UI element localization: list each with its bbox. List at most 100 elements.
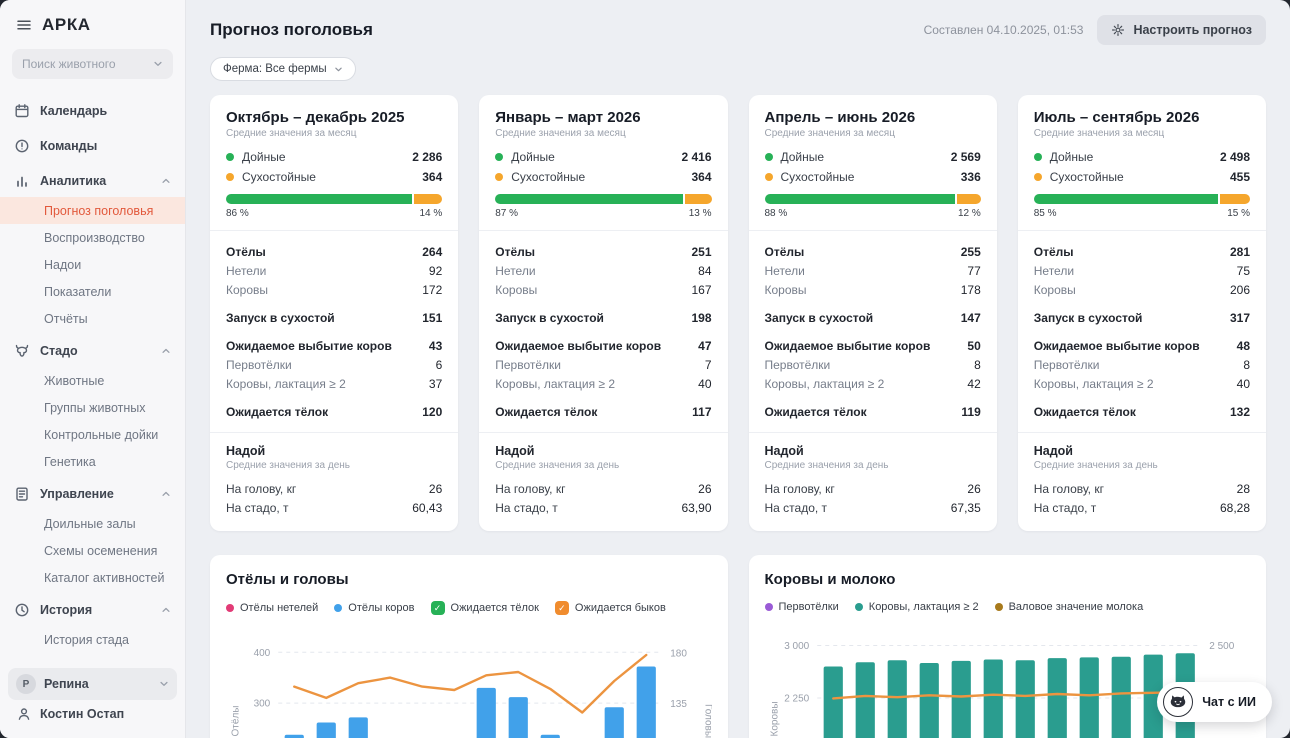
milking-dot-icon [1033,153,1042,161]
legend-item[interactable]: Валовое значение молока [994,601,1143,613]
dry-row: Сухостойные 364 [495,167,712,187]
stat-row: Запуск в сухостой 147 [764,310,981,325]
stat-row: Ожидается тёлок 117 [495,404,712,419]
sidebar-subitem-Животные[interactable]: Животные [44,373,105,388]
sidebar-subitem-Прогноз поголовья[interactable]: Прогноз поголовья [0,197,185,224]
dry-dot-icon [1033,173,1042,181]
charts-row: Отёлы и головы Отёлы нетелей Отёлы коров ✓… [210,555,1266,738]
chevron-down-icon [153,59,163,69]
chevron-down-icon [159,679,169,689]
divider [748,432,997,433]
stat-row: Отёлы 251 [495,244,712,259]
divider [210,432,459,433]
card-subtitle: Средние значения за месяц [495,128,626,139]
sidebar-subitem-Надои[interactable]: Надои [44,257,82,272]
legend-item[interactable]: Отёлы коров [334,602,415,614]
ai-chat-button[interactable]: Чат с ИИ [1157,682,1272,722]
ratio-labels: 88 % 12 % [764,208,981,219]
configure-forecast-button[interactable]: Настроить прогноз [1097,15,1266,45]
chevron-up-icon [161,176,171,186]
stat-row: Ожидаемое выбытие коров 48 [1033,338,1250,353]
chevron-down-icon [334,65,343,74]
sidebar-item-Стадо[interactable]: Стадо [0,335,185,367]
sidebar-subitem-Схемы осеменения[interactable]: Схемы осеменения [44,543,158,558]
stat-row: Первотёлки 8 [1033,357,1250,372]
farm-filter-chip[interactable]: Ферма: Все фермы [210,57,356,81]
forecast-card: Июль – сентябрь 2026 Средние значения за… [1017,95,1266,531]
sidebar-item-Аналитика[interactable]: Аналитика [0,165,185,197]
milk-subtitle: Средние значения за день [495,460,620,471]
sidebar-subitem-История стада[interactable]: История стада [44,632,129,647]
ratio-bar-milking [1033,194,1218,204]
chart-plot: 40030020018013590ОтёлыГоловы [226,623,712,738]
stat-row: Запуск в сухостой 317 [1033,310,1250,325]
divider [1017,230,1266,231]
legend-checkbox-icon: ✓ [554,601,569,615]
chart-card: Отёлы и головы Отёлы нетелей Отёлы коров ✓… [210,555,728,738]
stat-row: Коровы 172 [226,282,443,297]
stat-row: Первотёлки 7 [495,357,712,372]
sidebar-footer-item-Репина[interactable]: Р Репина [8,668,177,700]
milk-row: На голову, кг 26 [764,481,981,496]
stat-row: Нетели 92 [226,263,443,278]
stat-row: Запуск в сухостой 151 [226,310,443,325]
sidebar-subitem-Каталог активностей[interactable]: Каталог активностей [44,570,165,585]
sidebar-subitem-Показатели[interactable]: Показатели [44,284,112,299]
divider [1017,432,1266,433]
sidebar-subitem-Отчёты[interactable]: Отчёты [44,311,88,326]
generated-timestamp: Составлен 04.10.2025, 01:53 [923,23,1084,37]
forecast-card: Январь – март 2026 Средние значения за м… [479,95,728,531]
sidebar-footer-item-Костин Остап[interactable]: Костин Остап [8,700,177,728]
legend-item[interactable]: ✓ Ожидается тёлок [430,601,539,615]
sidebar-subitem-Группы животных[interactable]: Группы животных [44,400,146,415]
sidebar-item-История[interactable]: История [0,594,185,626]
sidebar-item-label: История [40,603,93,617]
stat-row: Первотёлки 8 [764,357,981,372]
milk-title: Надой [495,444,535,458]
divider [210,230,459,231]
legend-item[interactable]: Первотёлки [764,601,839,613]
milk-row: На голову, кг 28 [1033,481,1250,496]
menu-icon[interactable] [16,17,32,33]
stat-row: Нетели 77 [764,263,981,278]
stat-row: Коровы 167 [495,282,712,297]
divider [748,230,997,231]
stat-row: Коровы, лактация ≥ 2 37 [226,376,443,391]
stat-row: Нетели 75 [1033,263,1250,278]
milking-row: Дойные 2 498 [1033,147,1250,167]
sidebar-menu: Календарь Команды Аналитика Прогноз пого… [0,91,185,664]
ratio-bar [495,194,712,204]
stat-row: Нетели 84 [495,263,712,278]
stat-row: Коровы, лактация ≥ 2 40 [1033,376,1250,391]
sidebar-subitem-Доильные залы[interactable]: Доильные залы [44,516,136,531]
sidebar-item-Команды[interactable]: Команды [0,130,185,162]
sidebar-subitem-Контрольные дойки[interactable]: Контрольные дойки [44,427,159,442]
sidebar-header: АРКА [0,0,185,47]
milk-title: Надой [1033,444,1073,458]
legend-item[interactable]: Коровы, лактация ≥ 2 [854,601,979,613]
chevron-up-icon [161,605,171,615]
sidebar-subitem-Генетика[interactable]: Генетика [44,454,96,469]
stat-row: Ожидается тёлок 132 [1033,404,1250,419]
legend-item[interactable]: Отёлы нетелей [226,602,318,614]
legend-dot-icon [764,603,773,611]
sidebar-item-Календарь[interactable]: Календарь [0,95,185,127]
ratio-bar [226,194,443,204]
divider [479,230,728,231]
sidebar-item-label: Аналитика [40,174,107,188]
svg-text:Головы: Головы [702,704,711,738]
stat-row: Ожидаемое выбытие коров 50 [764,338,981,353]
ratio-bar-dry [1219,194,1250,204]
sidebar-item-Управление[interactable]: Управление [0,478,185,510]
legend-item[interactable]: ✓ Ожидается быков [554,601,666,615]
ratio-bar-milking [764,194,955,204]
dry-dot-icon [226,173,234,181]
main-content: Прогноз поголовья Составлен 04.10.2025, … [186,0,1290,738]
animal-search-input[interactable]: Поиск животного [12,49,173,79]
legend-dot-icon [854,603,863,611]
ratio-bar-milking [226,194,412,204]
milking-row: Дойные 2 416 [495,147,712,167]
chart-card: Коровы и молоко Первотёлки Коровы, лактац… [748,555,1266,738]
sidebar-subitem-Воспроизводство[interactable]: Воспроизводство [44,230,145,245]
stat-row: Запуск в сухостой 198 [495,310,712,325]
